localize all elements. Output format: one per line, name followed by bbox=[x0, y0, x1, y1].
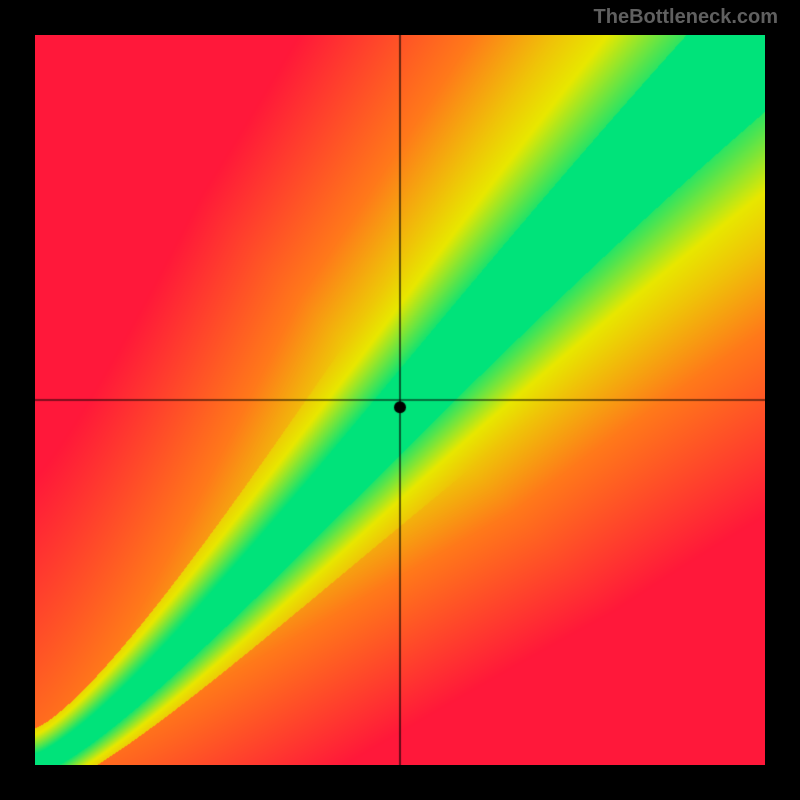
chart-container: TheBottleneck.com bbox=[0, 0, 800, 800]
bottleneck-heatmap bbox=[35, 35, 765, 765]
watermark-text: TheBottleneck.com bbox=[594, 6, 778, 29]
